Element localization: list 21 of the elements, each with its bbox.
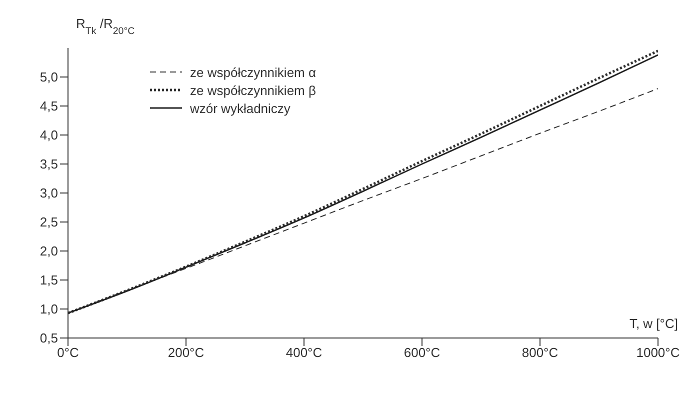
y-axis-title: R$_{Tk}$/R$_{20°C}$ — [76, 16, 135, 36]
y-tick-label: 2,5 — [40, 214, 58, 230]
x-tick-label: 0°C — [57, 345, 79, 360]
y-tick-label: 3,5 — [40, 156, 58, 172]
y-tick-label: 1,0 — [40, 302, 58, 317]
y-tick-label: 5,0 — [40, 70, 58, 85]
legend-label: ze współczynnikiem α — [190, 64, 316, 80]
x-tick-label: 400°C — [286, 345, 322, 360]
y-tick-label: 0,5 — [40, 330, 58, 346]
y-tick-label: 2,0 — [40, 244, 58, 259]
y-tick-label: 4,0 — [40, 128, 58, 143]
x-tick-label: 600°C — [404, 345, 440, 360]
x-axis-title: T, w [°C] — [629, 316, 678, 331]
y-tick-label: 3,0 — [40, 186, 58, 201]
legend-label: wzór wykładniczy — [190, 100, 290, 116]
x-tick-label: 1000°C — [636, 345, 680, 360]
x-tick-label: 800°C — [522, 345, 558, 360]
x-tick-label: 200°C — [168, 345, 204, 360]
y-tick-label: 4,5 — [40, 98, 58, 114]
y-tick-label: 1,5 — [40, 272, 58, 288]
legend-label: ze współczynnikiem β — [190, 82, 316, 98]
